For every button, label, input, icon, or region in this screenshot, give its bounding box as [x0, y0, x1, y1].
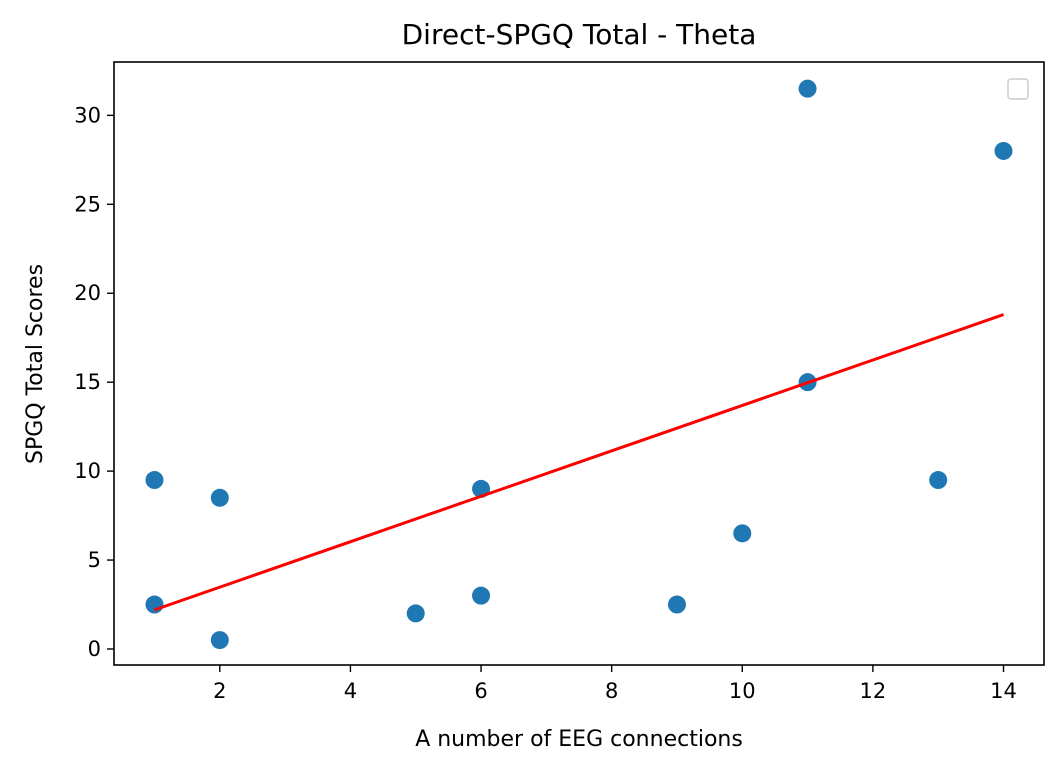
- y-tick-label: 30: [74, 103, 101, 127]
- scatter-point: [798, 79, 817, 98]
- x-tick-label: 12: [860, 679, 887, 703]
- plot-frame: [113, 61, 1045, 666]
- scatter-point: [406, 604, 425, 623]
- x-tick-label: 10: [729, 679, 756, 703]
- scatter-point: [472, 586, 491, 605]
- scatter-point: [994, 141, 1013, 160]
- chart-title: Direct-SPGQ Total - Theta: [402, 18, 757, 51]
- scatter-point: [667, 595, 686, 614]
- regression-line: [153, 313, 1005, 612]
- scatter-point: [210, 631, 229, 650]
- x-tick-label: 4: [344, 679, 357, 703]
- y-tick-label: 10: [74, 459, 101, 483]
- x-axis-label: A number of EEG connections: [415, 727, 743, 752]
- y-tick-label: 20: [74, 281, 101, 305]
- x-tick-label: 8: [605, 679, 618, 703]
- x-tick-label: 6: [474, 679, 487, 703]
- legend-box: [1007, 78, 1029, 100]
- scatter-point: [929, 471, 948, 490]
- y-axis-label: SPGQ Total Scores: [23, 264, 48, 464]
- x-tick-label: 2: [213, 679, 226, 703]
- y-tick-label: 0: [88, 637, 101, 661]
- scatter-point: [210, 488, 229, 507]
- scatter-point: [733, 524, 752, 543]
- scatter-point: [145, 595, 164, 614]
- x-tick-label: 14: [990, 679, 1017, 703]
- y-tick-label: 5: [88, 548, 101, 572]
- scatter-point: [145, 471, 164, 490]
- y-tick-label: 25: [74, 192, 101, 216]
- y-tick-label: 15: [74, 370, 101, 394]
